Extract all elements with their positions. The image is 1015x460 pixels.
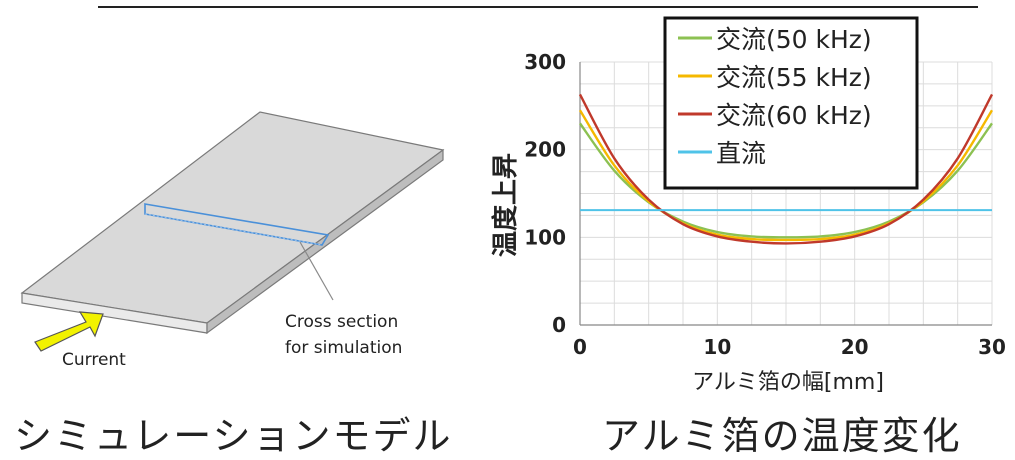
legend-box xyxy=(663,16,919,190)
y-tick-label: 100 xyxy=(524,225,566,249)
x-tick-label: 20 xyxy=(841,335,869,359)
cross-section-label-line1: Cross section xyxy=(285,312,398,332)
x-tick-label: 0 xyxy=(573,335,587,359)
cross-section-box xyxy=(144,203,330,246)
y-tick-label: 300 xyxy=(524,50,566,74)
legend-label-2: 交流(60 kHz) xyxy=(716,101,872,130)
x-axis-label: アルミ箔の幅[mm] xyxy=(692,370,884,395)
legend-label-1: 交流(55 kHz) xyxy=(716,63,872,92)
y-tick-label: 200 xyxy=(524,138,566,162)
left-caption: シミュレーションモデル xyxy=(14,414,453,458)
simulation-model-figure: Current Cross section for simulation xyxy=(20,111,445,370)
cross-section-label-line2: for simulation xyxy=(285,338,402,358)
x-tick-label: 30 xyxy=(978,335,1006,359)
series-line-1 xyxy=(578,109,994,242)
chart-series xyxy=(578,93,994,245)
chart-axes xyxy=(579,62,992,326)
series-line-2 xyxy=(578,93,994,245)
legend-label-0: 交流(50 kHz) xyxy=(716,25,872,54)
current-label: Current xyxy=(62,350,126,370)
right-caption: アルミ箔の温度変化 xyxy=(602,414,962,458)
top-divider-line xyxy=(98,6,978,8)
y-tick-label: 0 xyxy=(552,313,566,337)
chart-legend: 交流(50 kHz) 交流(55 kHz) 交流(60 kHz) 直流 xyxy=(663,16,919,190)
x-tick-label: 10 xyxy=(703,335,731,359)
legend-label-3: 直流 xyxy=(716,139,766,168)
cross-section-box-edge xyxy=(144,213,323,246)
cross-section-leader-line xyxy=(299,241,334,301)
y-axis-label: 温度上昇 xyxy=(490,153,521,257)
current-arrow xyxy=(34,311,104,352)
